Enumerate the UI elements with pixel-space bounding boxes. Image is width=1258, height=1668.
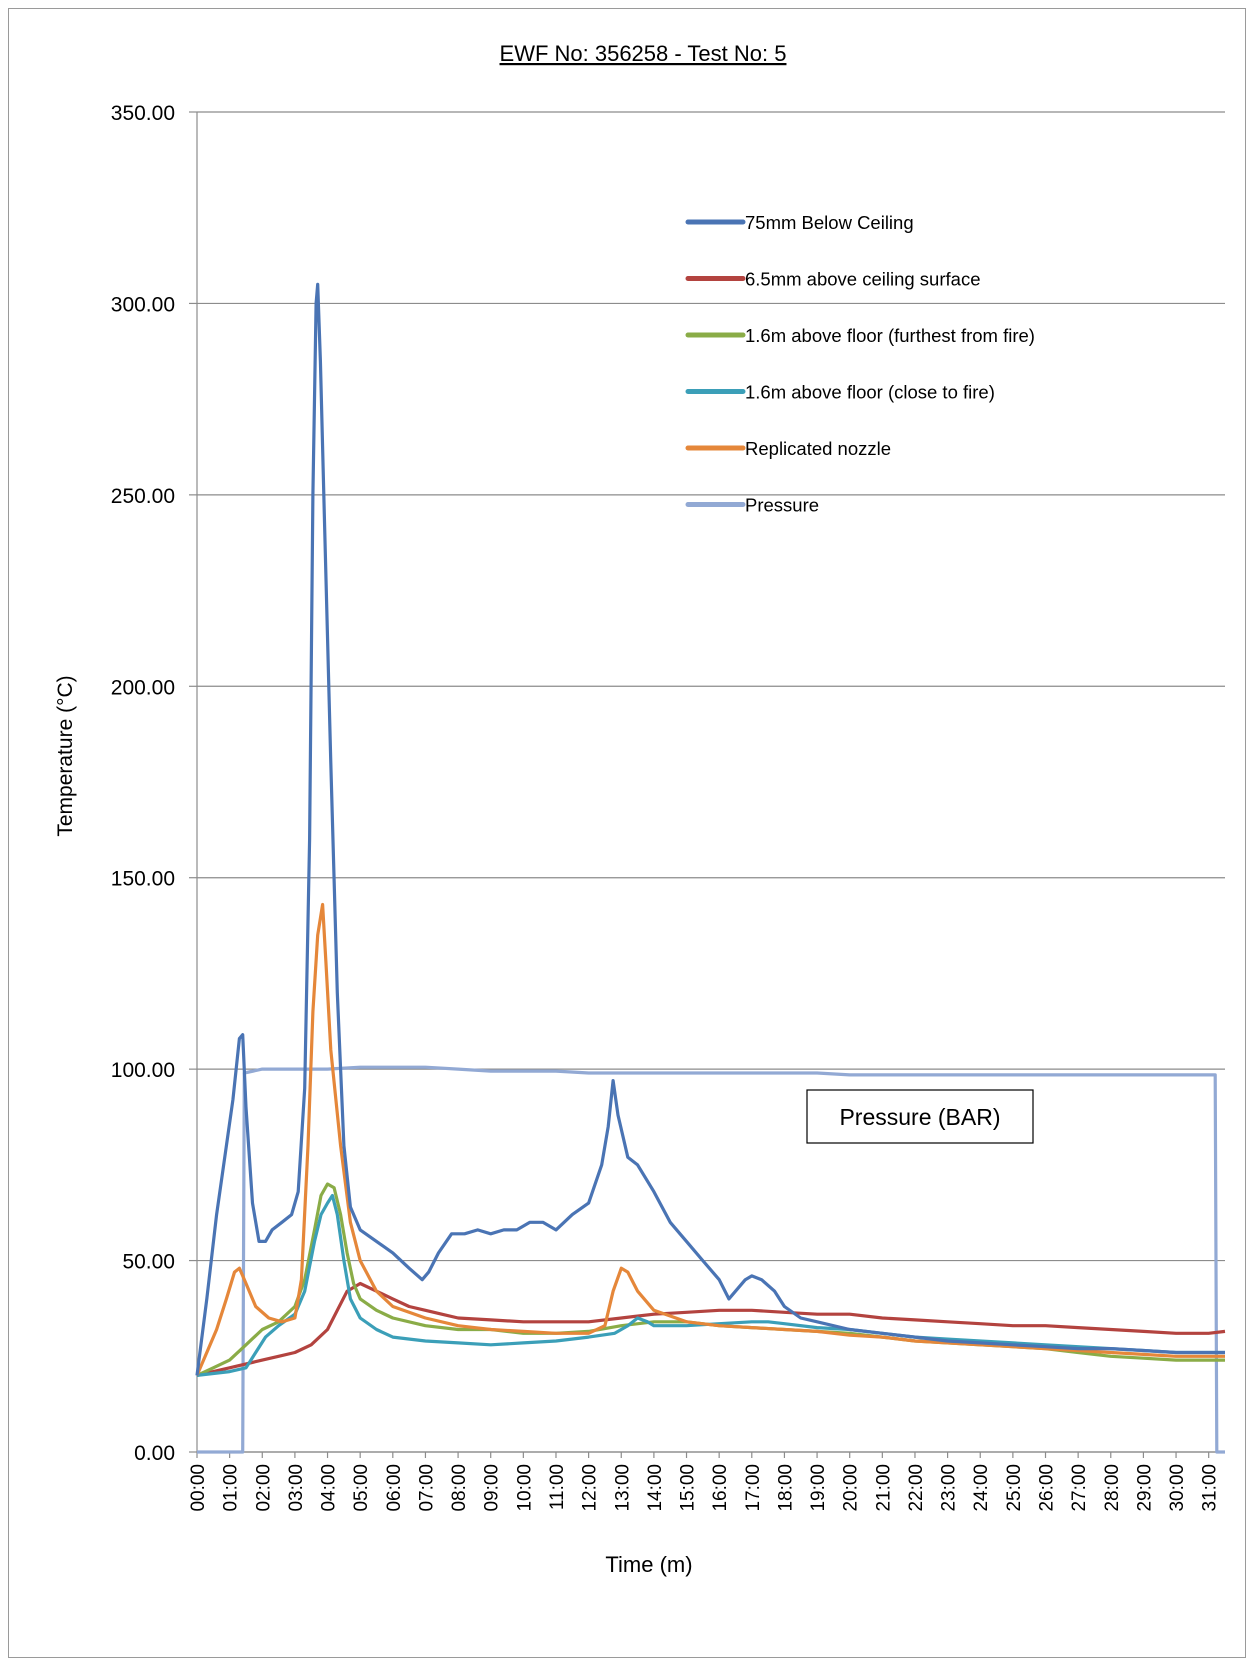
legend-label: 1.6m above floor (close to fire) (745, 382, 995, 403)
x-tick-label: 03:00 (286, 1464, 307, 1512)
legend: 75mm Below Ceiling 6.5mm above ceiling su… (685, 212, 1035, 516)
legend-label: Pressure (745, 495, 819, 516)
x-tick-label: 10:00 (514, 1464, 535, 1512)
x-tick-label: 01:00 (221, 1464, 242, 1512)
x-tick-label: 14:00 (645, 1464, 666, 1512)
legend-label: 1.6m above floor (furthest from fire) (745, 325, 1035, 346)
x-tick-label: 07:00 (416, 1464, 437, 1512)
x-tick-label: 25:00 (1004, 1464, 1025, 1512)
grid-lines (189, 111, 1225, 1453)
pressure-annotation: Pressure (BAR) (806, 1089, 1034, 1144)
x-tick-label: 15:00 (678, 1464, 699, 1512)
series-line-4 (195, 902, 1225, 1377)
x-tick-label: 30:00 (1167, 1464, 1188, 1512)
y-tick-label: 300.00 (111, 293, 175, 316)
y-tick-label: 50.00 (122, 1251, 175, 1274)
x-tick-labels: 00:00 01:00 02:00 03:00 04:00 05:00 06:00 07:00… (188, 1452, 1221, 1512)
x-tick-label: 09:00 (482, 1464, 503, 1512)
y-tick-label: 250.00 (111, 485, 175, 508)
chart-title: EWF No: 356258 - Test No: 5 (500, 41, 787, 66)
x-tick-label: 13:00 (612, 1464, 633, 1512)
y-tick-label: 150.00 (111, 868, 175, 891)
legend-label: 6.5mm above ceiling surface (745, 269, 980, 290)
x-tick-label: 22:00 (906, 1464, 927, 1512)
x-tick-label: 24:00 (971, 1464, 992, 1512)
y-tick-label: 200.00 (111, 676, 175, 699)
x-tick-label: 20:00 (841, 1464, 862, 1512)
series-line-5 (197, 1065, 1225, 1454)
series-line-1 (196, 1281, 1226, 1377)
x-tick-label: 08:00 (449, 1464, 470, 1512)
x-tick-label: 17:00 (743, 1464, 764, 1512)
x-tick-label: 23:00 (939, 1464, 960, 1512)
annotation-text: Pressure (BAR) (839, 1104, 1000, 1130)
x-tick-label: 04:00 (319, 1464, 340, 1512)
x-axis-label: Time (m) (605, 1552, 692, 1577)
x-tick-label: 06:00 (384, 1464, 405, 1512)
x-tick-label: 12:00 (580, 1464, 601, 1512)
x-tick-label: 00:00 (188, 1464, 209, 1512)
series-line-3 (196, 1193, 1225, 1377)
x-tick-label: 26:00 (1037, 1464, 1058, 1512)
y-tick-labels: 0.00 50.00 100.00 150.00 200.00 250.00 300.00 3… (111, 102, 175, 1465)
x-tick-label: 16:00 (710, 1464, 731, 1512)
y-tick-label: 100.00 (111, 1059, 175, 1082)
x-tick-label: 11:00 (547, 1464, 568, 1510)
x-tick-label: 29:00 (1134, 1464, 1155, 1512)
y-tick-label: 350.00 (111, 102, 175, 125)
x-tick-label: 21:00 (873, 1464, 894, 1512)
legend-label: 75mm Below Ceiling (745, 212, 914, 233)
legend-label: Replicated nozzle (745, 438, 891, 459)
x-tick-label: 18:00 (775, 1464, 796, 1512)
y-axis-label: Temperature (°C) (54, 675, 77, 836)
x-tick-label: 02:00 (253, 1464, 274, 1512)
x-tick-label: 28:00 (1102, 1464, 1123, 1512)
chart-frame (8, 8, 1246, 1658)
x-tick-label: 31:00 (1200, 1464, 1221, 1512)
annotation-box (806, 1089, 1034, 1144)
series-lines (195, 282, 1226, 1454)
x-tick-label: 19:00 (808, 1464, 829, 1512)
y-tick-label: 0.00 (134, 1442, 175, 1465)
series-line-0 (195, 282, 1225, 1376)
x-tick-label: 05:00 (351, 1464, 372, 1512)
x-tick-label: 27:00 (1069, 1464, 1090, 1512)
